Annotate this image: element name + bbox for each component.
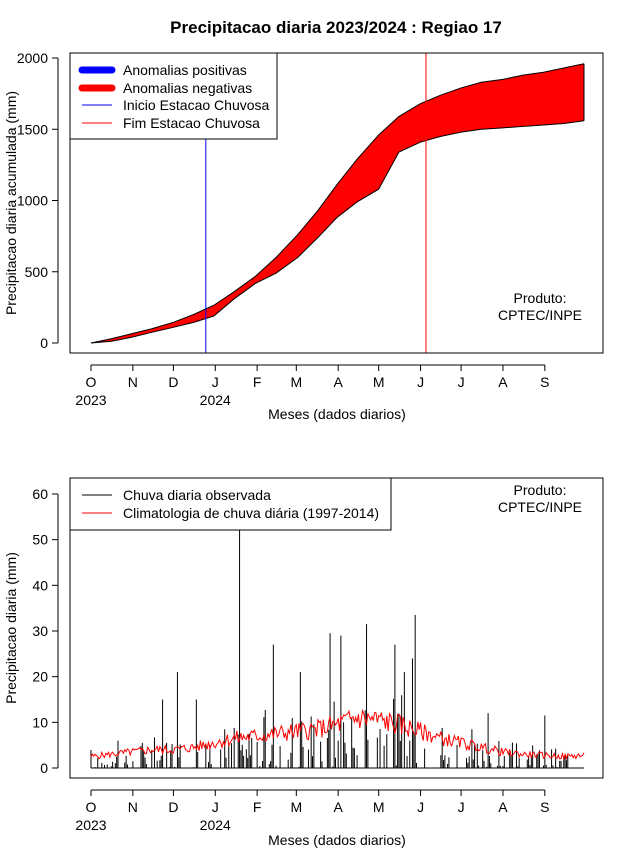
product-label-line2: CPTEC/INPE [498,307,582,323]
daily-axes: 0 10 20 30 40 50 60 O N D J F M A M J J A S 2023 2024 [32,486,549,833]
x-axis-title-1: Meses (dados diarios) [268,406,406,422]
y-axis-title-1: Precipitacao diaria acumulada (mm) [3,91,19,315]
y-tick-label: 2000 [17,50,48,66]
x-tick-label: M [373,799,385,815]
negative-anomaly-area [91,63,584,343]
y-tick-label: 60 [32,486,48,502]
y-tick-label: 1500 [17,121,48,137]
y-tick-label: 40 [32,577,48,593]
x-tick-label: N [128,799,138,815]
x-tick-label: M [290,374,302,390]
product-label2-line1: Produto: [514,482,567,498]
x-tick-label: A [498,374,508,390]
x-tick-label: A [334,799,344,815]
cumulative-plot-frame [69,52,604,354]
product-label2-line2: CPTEC/INPE [498,499,582,515]
y-tick-label: 50 [32,532,48,548]
x-tick-label: A [498,799,508,815]
daily-legend: Chuva diaria observada Climatologia de c… [69,477,392,531]
y-tick-label: 10 [32,714,48,730]
x-tick-label: F [253,374,262,390]
x-tick-label: J [417,799,424,815]
climatology-daily-line [90,708,585,761]
x-tick-label: J [212,374,219,390]
x-tick-label: J [458,799,465,815]
x-tick-label: M [373,374,385,390]
daily-observed-bars [90,525,570,768]
x-tick-label: D [168,374,178,390]
cumulative-legend: Anomalias positivas Anomalias negativas … [69,52,278,140]
cumulative-axes: 0 500 1000 1500 2000 O N D J F M A M J J A S 2023 2024 [17,50,550,408]
x-tick-label: N [128,374,138,390]
x-tick-label: O [86,799,97,815]
x-year-label: 2023 [75,392,106,408]
observed-cumulative-line [90,120,585,344]
x-tick-label: M [290,799,302,815]
x-tick-label: A [334,374,344,390]
legend-label-negative: Anomalias negativas [123,80,252,96]
y-axis-title-2: Precipitacao diaria (mm) [3,552,19,704]
y-tick-label: 30 [32,623,48,639]
chart-title: Precipitacao diaria 2023/2024 : Regiao 1… [170,18,502,37]
x-axis-title-2: Meses (dados diarios) [268,832,406,848]
product-label-line1: Produto: [514,290,567,306]
x-tick-label: S [540,799,549,815]
x-year-label: 2023 [75,817,106,833]
legend-box-2 [69,477,392,531]
legend-label-positive: Anomalias positivas [123,62,247,78]
y-tick-label: 500 [25,264,49,280]
cumulative-data-layer [90,53,585,353]
daily-plot: 0 10 20 30 40 50 60 O N D J F M A M J J A S 2023 2024 Produt… [3,477,604,848]
y-tick-label: 0 [40,760,48,776]
daily-data-layer [90,525,585,769]
legend-label-season-start: Inicio Estacao Chuvosa [123,97,270,113]
x-tick-label: S [540,374,549,390]
x-tick-label: J [417,374,424,390]
x-tick-label: F [253,799,262,815]
y-tick-label: 0 [40,335,48,351]
x-year-label: 2024 [200,817,231,833]
x-year-label: 2024 [200,392,231,408]
legend-label-season-end: Fim Estacao Chuvosa [123,115,260,131]
x-tick-label: J [212,799,219,815]
cumulative-plot: 0 500 1000 1500 2000 O N D J F M A M J J A S 2023 2024 Pro… [3,50,604,422]
climatology-cumulative-line [90,63,585,344]
x-tick-label: J [458,374,465,390]
legend-label-observed: Chuva diaria observada [123,487,271,503]
y-tick-label: 20 [32,669,48,685]
x-tick-label: D [168,799,178,815]
legend-label-climatology: Climatologia de chuva diária (1997-2014) [123,505,379,521]
x-tick-label: O [86,374,97,390]
y-tick-label: 1000 [17,193,48,209]
